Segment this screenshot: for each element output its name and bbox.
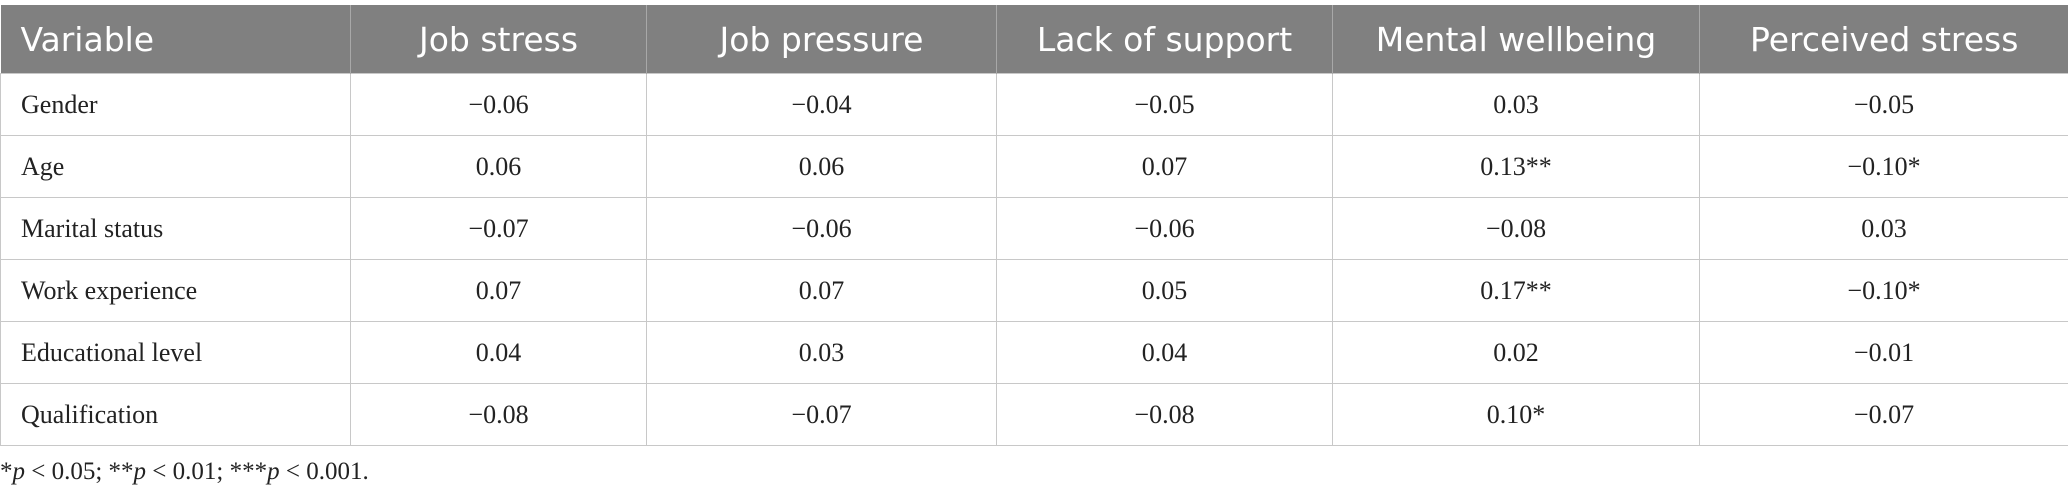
- table-cell: −0.07: [350, 197, 647, 260]
- table-row: Work experience 0.07 0.07 0.05 0.17** −0.10*: [0, 259, 2068, 322]
- table-cell: 0.06: [646, 135, 997, 198]
- header-cell: Variable: [0, 5, 351, 74]
- footnote-part: p: [12, 458, 26, 485]
- table-cell: 0.03: [1332, 73, 1700, 136]
- footnote-part: < 0.01; ***: [146, 458, 268, 485]
- row-label: Gender: [0, 73, 351, 136]
- table-row: Age 0.06 0.06 0.07 0.13** −0.10*: [0, 135, 2068, 198]
- row-label: Educational level: [0, 321, 351, 384]
- table-cell: 0.17**: [1332, 259, 1700, 322]
- footnote-part: *: [0, 458, 13, 485]
- table-cell: −0.10*: [1699, 259, 2068, 322]
- data-table: Variable Job stress Job pressure Lack of su…: [0, 5, 2068, 446]
- row-label: Work experience: [0, 259, 351, 322]
- table-cell: 0.04: [996, 321, 1333, 384]
- row-label: Age: [0, 135, 351, 198]
- table-cell: −0.05: [996, 73, 1333, 136]
- table-cell: 0.05: [996, 259, 1333, 322]
- table-cell: 0.03: [646, 321, 997, 384]
- table-cell: −0.07: [646, 383, 997, 446]
- header-cell: Job pressure: [646, 5, 997, 74]
- header-cell: Lack of support: [996, 5, 1333, 74]
- table-row: Gender −0.06 −0.04 −0.05 0.03 −0.05: [0, 73, 2068, 136]
- table-cell: 0.04: [350, 321, 647, 384]
- table-row: Marital status −0.07 −0.06 −0.06 −0.08 0.03: [0, 197, 2068, 260]
- table-cell: −0.10*: [1699, 135, 2068, 198]
- table-cell: 0.06: [350, 135, 647, 198]
- footnote-part: < 0.05; **: [25, 458, 134, 485]
- footnote-part: p: [267, 458, 280, 485]
- table-cell: 0.07: [996, 135, 1333, 198]
- table-cell: −0.06: [646, 197, 997, 260]
- table-cell: −0.06: [350, 73, 647, 136]
- table-cell: −0.07: [1699, 383, 2068, 446]
- table-cell: −0.08: [350, 383, 647, 446]
- row-label: Qualification: [0, 383, 351, 446]
- header-cell: Job stress: [350, 5, 647, 74]
- header-cell: Perceived stress: [1699, 5, 2068, 74]
- table-cell: −0.01: [1699, 321, 2068, 384]
- header-row: Variable Job stress Job pressure Lack of su…: [0, 5, 2068, 74]
- row-label: Marital status: [0, 197, 351, 260]
- table-cell: −0.08: [996, 383, 1333, 446]
- table-cell: 0.13**: [1332, 135, 1700, 198]
- table-head: Variable Job stress Job pressure Lack of su…: [0, 5, 2068, 74]
- table-cell: 0.02: [1332, 321, 1700, 384]
- table-cell: 0.10*: [1332, 383, 1700, 446]
- table-cell: −0.06: [996, 197, 1333, 260]
- table-cell: 0.03: [1699, 197, 2068, 260]
- footnote: *p < 0.05; **p < 0.01; ***p < 0.001.: [0, 458, 369, 486]
- footnote-part: < 0.001.: [279, 458, 369, 485]
- table-cell: −0.05: [1699, 73, 2068, 136]
- table-body: Gender −0.06 −0.04 −0.05 0.03 −0.05 Age 0.06 0.0…: [0, 73, 2068, 446]
- table-row: Educational level 0.04 0.03 0.04 0.02 −0.01: [0, 321, 2068, 384]
- table-cell: 0.07: [646, 259, 997, 322]
- table-cell: 0.07: [350, 259, 647, 322]
- table-cell: −0.04: [646, 73, 997, 136]
- header-cell: Mental wellbeing: [1332, 5, 1700, 74]
- table-cell: −0.08: [1332, 197, 1700, 260]
- table-row: Qualification −0.08 −0.07 −0.08 0.10* −0.07: [0, 383, 2068, 446]
- footnote-part: p: [133, 458, 147, 485]
